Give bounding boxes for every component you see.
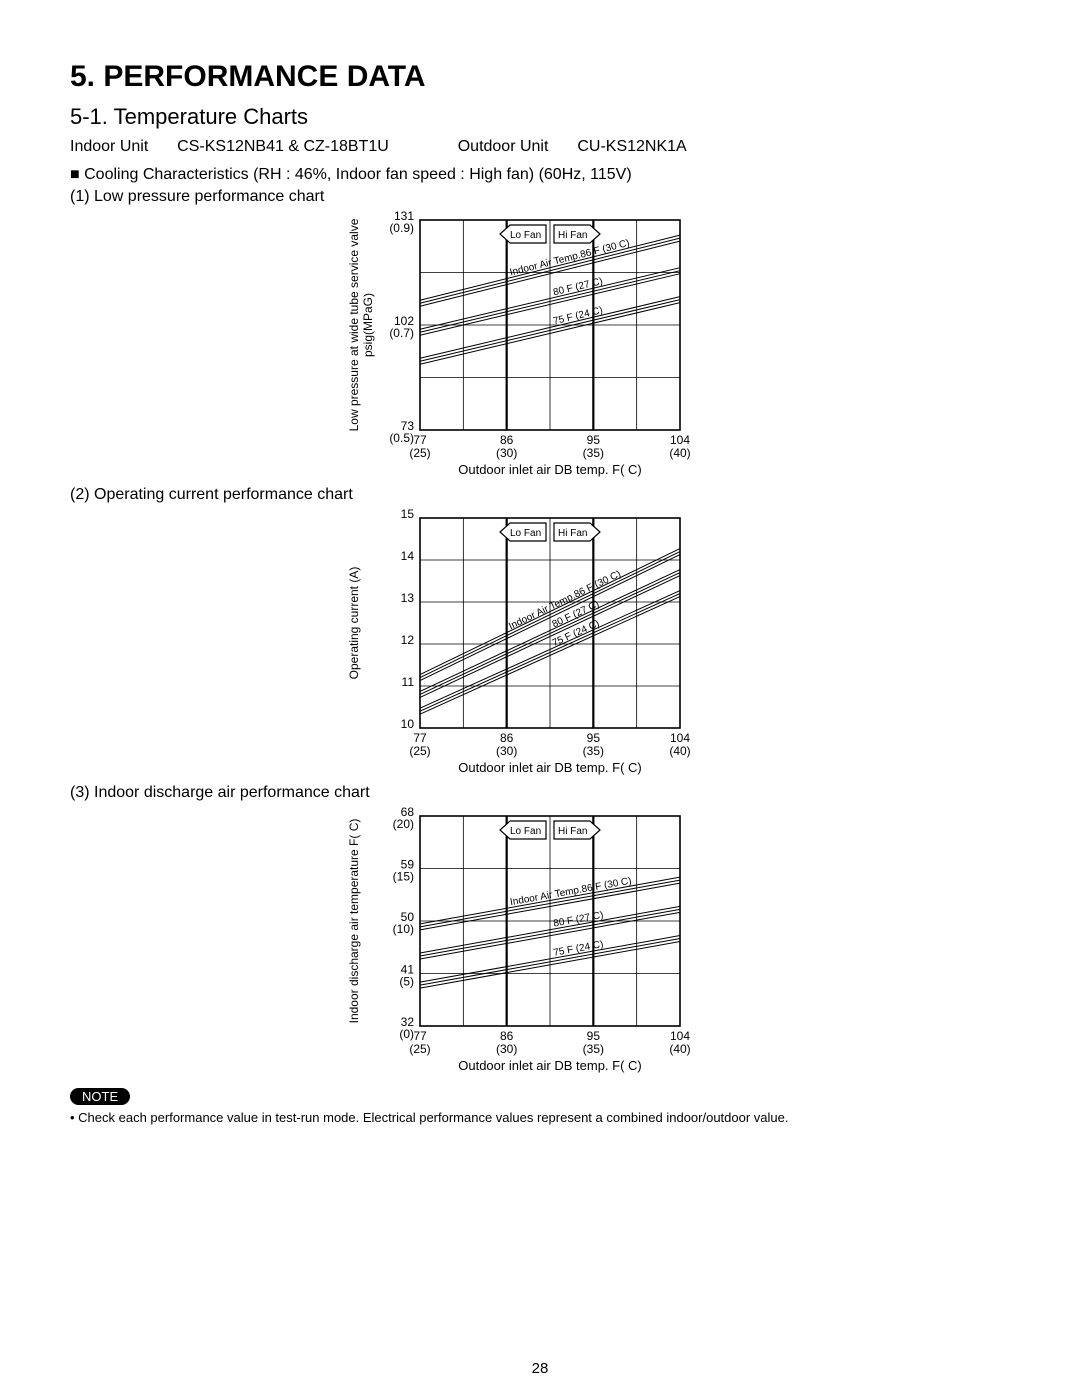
svg-text:86: 86 <box>500 433 514 447</box>
svg-text:77: 77 <box>413 1029 427 1043</box>
chart2-caption: (2) Operating current performance chart <box>70 486 1010 504</box>
svg-text:(25): (25) <box>409 744 430 758</box>
svg-text:(30): (30) <box>496 744 517 758</box>
outdoor-model: CU-KS12NK1A <box>577 138 686 156</box>
svg-text:(5): (5) <box>399 975 414 989</box>
svg-text:(15): (15) <box>393 870 414 884</box>
chart1: Indoor Air Temp.86 F (30 C)80 F (27 C)75… <box>340 210 1010 480</box>
svg-text:104: 104 <box>670 731 690 745</box>
chart3: Indoor Air Temp.86 F (30 C)80 F (27 C)75… <box>340 806 1010 1076</box>
svg-text:(0.5): (0.5) <box>389 431 414 445</box>
square-bullet-icon: ■ <box>70 166 80 183</box>
svg-text:Indoor discharge air temperatu: Indoor discharge air temperature F( C) <box>347 819 361 1024</box>
svg-text:15: 15 <box>401 508 415 521</box>
svg-text:(30): (30) <box>496 1042 517 1056</box>
svg-text:75 F (24 C): 75 F (24 C) <box>553 939 605 959</box>
svg-text:14: 14 <box>401 549 415 563</box>
svg-text:Outdoor inlet air DB temp. F(: Outdoor inlet air DB temp. F( C) <box>458 760 642 775</box>
svg-text:(40): (40) <box>669 446 690 460</box>
svg-text:10: 10 <box>401 717 415 731</box>
svg-text:Hi Fan: Hi Fan <box>558 230 587 241</box>
outdoor-label: Outdoor Unit <box>458 138 549 156</box>
svg-text:Lo Fan: Lo Fan <box>510 230 541 241</box>
page-number: 28 <box>0 1360 1080 1377</box>
svg-text:Lo Fan: Lo Fan <box>510 826 541 837</box>
svg-text:95: 95 <box>587 731 601 745</box>
note-tag: NOTE <box>70 1088 130 1105</box>
svg-text:(0.9): (0.9) <box>389 221 414 235</box>
indoor-model: CS-KS12NB41 & CZ-18BT1U <box>177 138 389 156</box>
svg-text:(40): (40) <box>669 744 690 758</box>
svg-text:(20): (20) <box>393 817 414 831</box>
svg-text:77: 77 <box>413 433 427 447</box>
note-block: NOTE • Check each performance value in t… <box>70 1082 1010 1125</box>
svg-text:(35): (35) <box>583 1042 604 1056</box>
svg-text:Low pressure at wide tube serv: Low pressure at wide tube service valve <box>347 218 361 431</box>
svg-text:86: 86 <box>500 731 514 745</box>
svg-text:(30): (30) <box>496 446 517 460</box>
unit-line: Indoor Unit CS-KS12NB41 & CZ-18BT1U Outd… <box>70 138 1010 156</box>
svg-text:80 F (27 C): 80 F (27 C) <box>553 910 605 930</box>
svg-text:77: 77 <box>413 731 427 745</box>
svg-text:104: 104 <box>670 433 690 447</box>
chart2: Indoor Air Temp.86 F (30 C)80 F (27 C)75… <box>340 508 1010 778</box>
svg-text:95: 95 <box>587 1029 601 1043</box>
chart1-caption: (1) Low pressure performance chart <box>70 188 1010 206</box>
svg-text:Operating current (A): Operating current (A) <box>347 567 361 680</box>
svg-text:Hi Fan: Hi Fan <box>558 528 587 539</box>
svg-text:12: 12 <box>401 633 415 647</box>
svg-text:(0.7): (0.7) <box>389 326 414 340</box>
svg-text:(10): (10) <box>393 922 414 936</box>
subsection-heading: 5-1. Temperature Charts <box>70 104 1010 130</box>
svg-text:psig(MPaG): psig(MPaG) <box>361 293 375 357</box>
svg-text:95: 95 <box>587 433 601 447</box>
svg-text:13: 13 <box>401 591 415 605</box>
svg-text:Outdoor inlet air DB temp. F(: Outdoor inlet air DB temp. F( C) <box>458 462 642 477</box>
svg-text:(40): (40) <box>669 1042 690 1056</box>
svg-text:(35): (35) <box>583 446 604 460</box>
chart3-caption: (3) Indoor discharge air performance cha… <box>70 784 1010 802</box>
svg-text:86: 86 <box>500 1029 514 1043</box>
conditions-line: ■ Cooling Characteristics (RH : 46%, Ind… <box>70 166 1010 184</box>
note-text: • Check each performance value in test-r… <box>70 1110 1010 1125</box>
svg-text:11: 11 <box>402 675 415 689</box>
svg-text:(25): (25) <box>409 1042 430 1056</box>
section-heading: 5. PERFORMANCE DATA <box>70 60 1010 94</box>
svg-text:104: 104 <box>670 1029 690 1043</box>
svg-text:Lo Fan: Lo Fan <box>510 528 541 539</box>
indoor-label: Indoor Unit <box>70 138 148 156</box>
svg-text:Outdoor inlet air DB temp. F(: Outdoor inlet air DB temp. F( C) <box>458 1058 642 1073</box>
svg-text:Hi Fan: Hi Fan <box>558 826 587 837</box>
svg-text:(35): (35) <box>583 744 604 758</box>
svg-text:(0): (0) <box>399 1027 414 1041</box>
svg-text:(25): (25) <box>409 446 430 460</box>
page: 5. PERFORMANCE DATA 5-1. Temperature Cha… <box>0 0 1080 1397</box>
